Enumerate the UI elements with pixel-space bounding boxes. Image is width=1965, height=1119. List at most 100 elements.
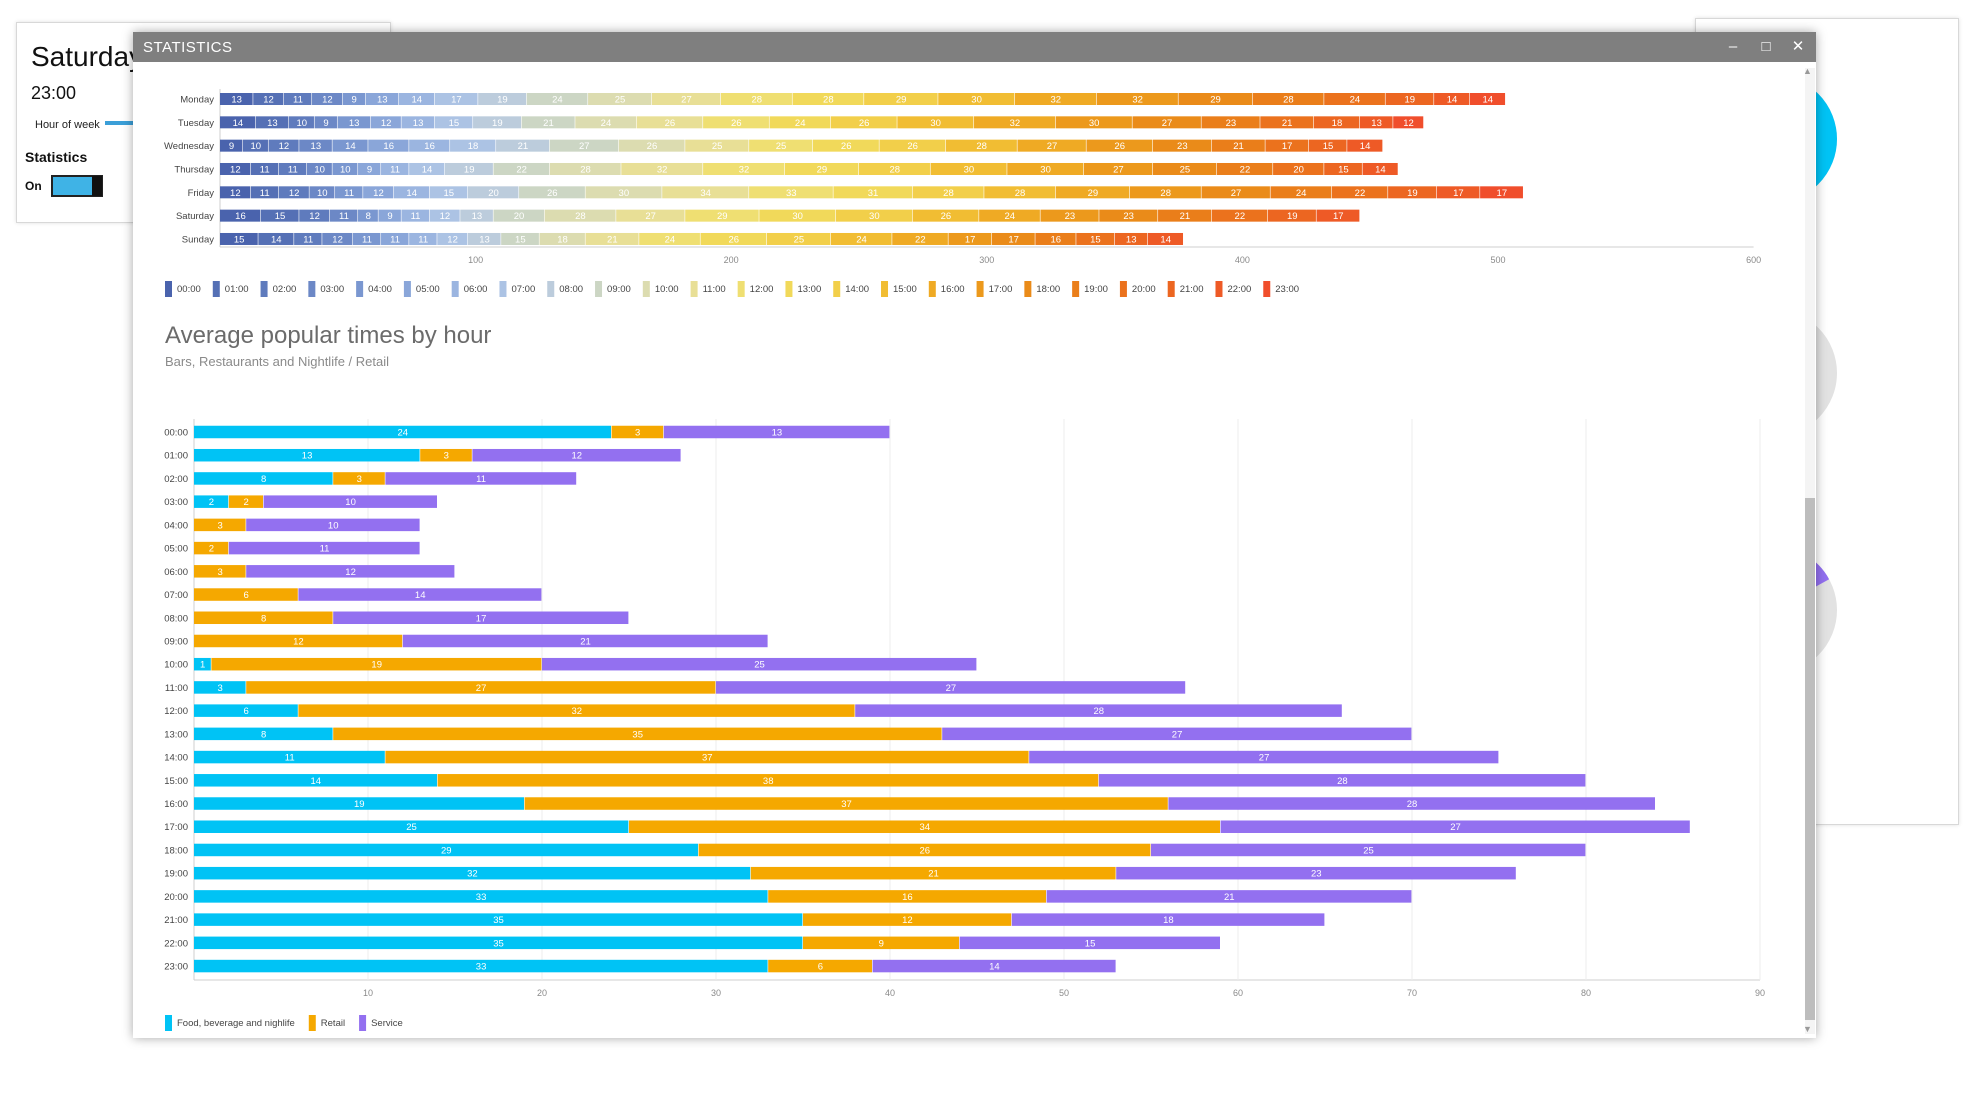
legend-label: Food, beverage and nighlife <box>177 1018 295 1029</box>
bar-segment <box>194 448 420 462</box>
bar-value-label: 27 <box>579 141 590 152</box>
bar-segment <box>618 139 685 152</box>
bar-segment <box>835 209 913 222</box>
bar-value-label: 15 <box>1085 938 1096 949</box>
window-titlebar[interactable]: STATISTICS – □ ✕ <box>133 32 1816 62</box>
legend-label: 18:00 <box>1036 284 1060 295</box>
bar-segment <box>342 93 366 105</box>
bar-segment <box>352 232 381 245</box>
bar-segment <box>194 774 437 787</box>
bar-segment <box>1331 186 1388 199</box>
bar-segment <box>749 186 833 199</box>
bar-segment <box>298 588 542 601</box>
bar-value-label: 26 <box>728 234 739 245</box>
bar-segment <box>879 139 946 152</box>
bar-segment <box>333 611 629 625</box>
statistics-toggle[interactable] <box>51 175 103 197</box>
close-button[interactable]: ✕ <box>1791 38 1805 55</box>
bar-value-label: 25 <box>776 141 787 152</box>
bar-value-label: 33 <box>786 188 797 199</box>
bar-value-label: 12 <box>373 188 384 199</box>
bar-segment <box>768 890 1046 903</box>
bar-segment <box>378 209 401 222</box>
bar-value-label: 11 <box>390 164 400 175</box>
legend-swatch <box>403 281 411 297</box>
bar-segment <box>984 186 1056 199</box>
toggle-knob <box>92 176 102 196</box>
bar-segment <box>314 116 337 129</box>
bar-segment <box>220 232 258 245</box>
bar-segment <box>611 425 664 439</box>
bar-segment <box>1220 820 1690 833</box>
bar-value-label: 13 <box>377 95 388 106</box>
category-label: Saturday <box>176 211 214 222</box>
bar-value-label: 20 <box>514 211 525 222</box>
bar-value-label: 11 <box>260 188 270 199</box>
bar-segment <box>401 116 435 129</box>
minimize-button[interactable]: – <box>1728 38 1738 55</box>
scroll-up-icon[interactable]: ▲ <box>1803 66 1812 76</box>
bar-segment <box>194 890 768 903</box>
bar-segment <box>409 139 450 152</box>
bar-segment <box>467 232 501 245</box>
bar-value-label: 25 <box>406 822 417 833</box>
bar-value-label: 10 <box>328 520 339 531</box>
category-label: Friday <box>188 188 215 199</box>
bar-value-label: 28 <box>823 95 834 106</box>
bar-value-label: 12 <box>279 141 290 152</box>
bar-value-label: 25 <box>1363 845 1374 856</box>
legend-swatch <box>1072 281 1080 297</box>
legend-label: 07:00 <box>511 284 535 295</box>
bar-segment <box>420 448 472 462</box>
bar-segment <box>526 93 588 105</box>
legend-label: 21:00 <box>1180 284 1204 295</box>
bar-segment <box>1083 162 1153 175</box>
category-label: 16:00 <box>164 799 188 810</box>
bar-value-label: 28 <box>943 188 954 199</box>
bar-value-label: 12 <box>263 95 274 106</box>
legend-swatch <box>881 281 889 297</box>
scroll-down-icon[interactable]: ▼ <box>1803 1024 1812 1034</box>
bar-value-label: 13 <box>349 118 360 129</box>
bar-value-label: 27 <box>645 211 656 222</box>
bar-segment <box>278 186 309 199</box>
bar-segment <box>332 162 358 175</box>
bar-segment <box>194 866 751 880</box>
bar-segment <box>830 232 892 245</box>
bar-segment <box>194 634 403 648</box>
bar-value-label: 3 <box>217 520 222 531</box>
bar-value-label: 14 <box>271 234 282 245</box>
bar-value-label: 13 <box>413 118 424 129</box>
bar-segment <box>1132 116 1201 129</box>
bar-segment <box>930 162 1007 175</box>
legend-swatch <box>451 281 459 297</box>
hour-of-week-slider[interactable] <box>105 121 145 125</box>
bar-value-label: 30 <box>619 188 630 199</box>
x-tick-label: 500 <box>1490 255 1505 265</box>
bar-value-label: 12 <box>1403 118 1414 129</box>
bar-value-label: 6 <box>818 962 823 973</box>
bar-segment <box>703 116 769 129</box>
bar-value-label: 14 <box>1360 141 1371 152</box>
bar-value-label: 13 <box>267 118 278 129</box>
bar-value-label: 18 <box>1332 118 1343 129</box>
chart-title: Average popular times by hour <box>165 322 492 349</box>
bar-value-label: 33 <box>476 892 487 903</box>
bar-segment <box>306 162 332 175</box>
scrollbar-thumb[interactable] <box>1805 498 1815 1020</box>
bar-segment <box>1260 116 1314 129</box>
bar-value-label: 29 <box>1088 188 1099 199</box>
bar-segment <box>409 232 437 245</box>
bar-segment <box>220 93 253 105</box>
bar-segment <box>283 93 312 105</box>
bar-segment <box>1313 116 1360 129</box>
legend-swatch <box>1215 281 1223 297</box>
bar-segment <box>750 866 1116 880</box>
bar-segment <box>1086 139 1153 152</box>
bar-value-label: 3 <box>217 567 222 578</box>
maximize-button[interactable]: □ <box>1761 38 1771 55</box>
bar-segment <box>194 425 611 439</box>
legend-swatch <box>165 281 172 297</box>
bar-segment <box>298 704 855 717</box>
legend-label: 19:00 <box>1084 284 1108 295</box>
